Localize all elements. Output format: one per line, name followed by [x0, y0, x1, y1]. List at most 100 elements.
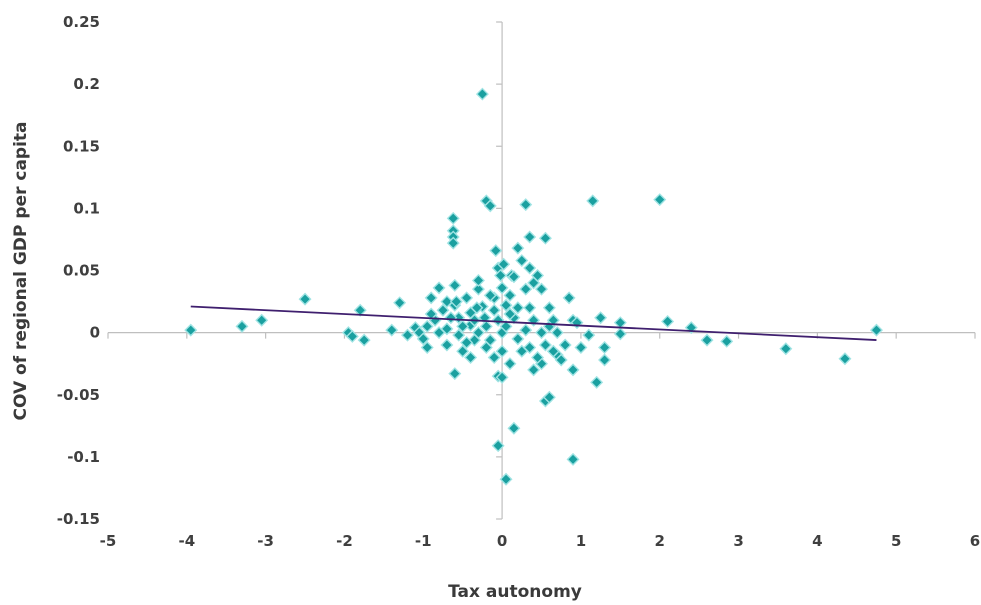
data-point	[471, 282, 485, 296]
data-point	[546, 344, 560, 358]
x-tick-label: -3	[257, 532, 274, 550]
data-point	[491, 439, 505, 453]
data-point	[542, 301, 556, 315]
data-point	[479, 341, 493, 355]
data-point	[538, 338, 552, 352]
y-tick-label: 0.25	[63, 13, 100, 31]
x-tick-label: -2	[336, 532, 353, 550]
data-point	[489, 244, 503, 258]
data-point	[483, 288, 497, 302]
y-tick-label: 0	[90, 324, 100, 342]
data-point	[598, 341, 612, 355]
data-point	[495, 281, 509, 295]
data-point	[503, 357, 517, 371]
data-point	[503, 307, 517, 321]
data-points	[184, 87, 883, 486]
x-tick-label: 2	[655, 532, 665, 550]
data-point	[446, 236, 460, 250]
data-point	[345, 329, 359, 343]
data-point	[494, 268, 508, 282]
y-tick-label: 0.1	[73, 199, 100, 217]
data-point	[590, 375, 604, 389]
data-point	[507, 270, 521, 284]
data-point	[554, 353, 568, 367]
data-point	[440, 338, 454, 352]
data-point	[523, 230, 537, 244]
x-tick-label: 0	[497, 532, 507, 550]
data-point	[519, 198, 533, 212]
axes	[107, 21, 976, 520]
data-point	[487, 303, 501, 317]
data-point	[499, 472, 513, 486]
x-tick-label: -5	[100, 532, 117, 550]
trend-line	[190, 305, 877, 341]
data-point	[511, 301, 525, 315]
data-point	[523, 261, 537, 275]
x-tick-label: 6	[970, 532, 980, 550]
data-point	[436, 303, 450, 317]
data-point	[586, 194, 600, 208]
data-point	[523, 341, 537, 355]
data-point	[424, 307, 438, 321]
data-point	[448, 278, 462, 292]
data-point	[779, 342, 793, 356]
data-point	[432, 281, 446, 295]
y-tick-label: -0.05	[57, 386, 100, 404]
data-point	[519, 323, 533, 337]
data-point	[424, 291, 438, 305]
data-point	[515, 254, 529, 268]
data-point	[562, 291, 576, 305]
data-point	[531, 268, 545, 282]
data-point	[527, 363, 541, 377]
data-point	[470, 301, 484, 315]
data-point	[661, 314, 675, 328]
data-point	[393, 296, 407, 310]
x-tick-label: 1	[576, 532, 586, 550]
y-tick-label: 0.2	[73, 75, 100, 93]
data-point	[460, 336, 474, 350]
data-point	[869, 323, 883, 337]
data-point	[542, 390, 556, 404]
data-point	[566, 452, 580, 466]
data-point	[471, 326, 485, 340]
data-point	[566, 363, 580, 377]
x-tick-label: 3	[733, 532, 743, 550]
y-tick-label: 0.15	[63, 137, 100, 155]
data-point	[720, 334, 734, 348]
data-point	[511, 332, 525, 346]
data-point	[464, 350, 478, 364]
data-point	[446, 211, 460, 225]
x-tick-label: 5	[891, 532, 901, 550]
data-point	[594, 311, 608, 325]
data-point	[531, 350, 545, 364]
data-point	[456, 319, 470, 333]
data-point	[538, 231, 552, 245]
data-point	[550, 326, 564, 340]
data-point	[420, 319, 434, 333]
y-axis-title: COV of regional GDP per capita	[11, 121, 31, 420]
data-point	[511, 241, 525, 255]
data-point	[495, 370, 509, 384]
data-point	[416, 332, 430, 346]
y-tick-label: -0.15	[57, 510, 100, 528]
data-point	[487, 350, 501, 364]
data-point	[401, 328, 414, 342]
data-point	[479, 319, 493, 333]
data-point	[495, 344, 509, 358]
data-point	[456, 344, 470, 358]
x-tick-label: 4	[812, 532, 822, 550]
data-point	[483, 199, 497, 213]
data-point	[515, 344, 529, 358]
y-tick-label: 0.05	[63, 262, 100, 280]
x-tick-label: -1	[415, 532, 432, 550]
data-point	[184, 323, 198, 337]
data-point	[235, 319, 249, 333]
data-point	[255, 313, 269, 327]
data-point	[452, 328, 466, 342]
data-point	[460, 291, 474, 305]
data-point	[546, 313, 560, 327]
x-tick-labels: -5 -4 -3 -2 -1 0 1 2 3 4 5 6	[100, 532, 981, 550]
data-point	[535, 326, 548, 340]
data-point	[440, 295, 454, 309]
data-point	[503, 288, 517, 302]
